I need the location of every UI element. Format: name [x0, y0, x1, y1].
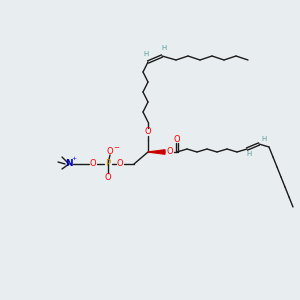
- Text: H: H: [261, 136, 267, 142]
- Polygon shape: [148, 150, 165, 154]
- Text: +: +: [71, 157, 76, 161]
- Text: O: O: [167, 148, 173, 157]
- Text: O: O: [105, 172, 111, 182]
- Text: H: H: [143, 51, 148, 57]
- Text: H: H: [161, 45, 166, 51]
- Text: O: O: [107, 146, 113, 155]
- Text: O: O: [117, 160, 123, 169]
- Text: O: O: [145, 128, 151, 136]
- Text: H: H: [246, 151, 252, 157]
- Text: −: −: [113, 145, 119, 151]
- Text: P: P: [105, 160, 111, 169]
- Text: N: N: [65, 160, 73, 169]
- Text: O: O: [90, 160, 96, 169]
- Text: O: O: [174, 134, 180, 143]
